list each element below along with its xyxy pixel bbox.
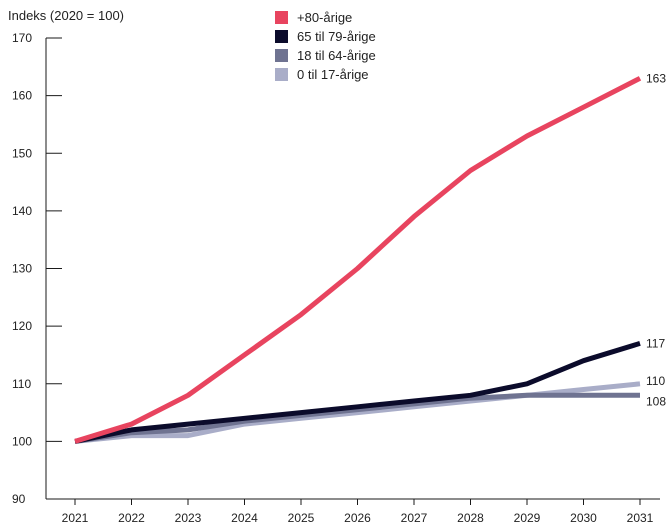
series-end-label: 108 — [646, 394, 666, 408]
y-tick-label: 110 — [12, 377, 31, 391]
series-end-label: 117 — [646, 336, 665, 350]
legend-swatch-65-79 — [275, 30, 288, 43]
x-tick-label: 2029 — [514, 511, 541, 525]
series-end-label: 110 — [646, 374, 665, 388]
x-tick-label: 2031 — [627, 511, 654, 525]
x-tick-label: 2021 — [62, 511, 89, 525]
legend-item-0-17: 0 til 17-årige — [275, 65, 376, 84]
series-lines — [74, 76, 642, 444]
series-line-2 — [74, 392, 640, 444]
x-tick-label: 2028 — [457, 511, 484, 525]
legend-label-65-79: 65 til 79-årige — [297, 29, 376, 44]
y-tick-label: 160 — [12, 89, 32, 103]
y-tick-label: 90 — [12, 492, 26, 506]
end-labels: 163 117 108 110 — [646, 71, 666, 408]
legend-label-80-plus: +80-årige — [297, 10, 353, 25]
y-tick-label: 150 — [12, 146, 32, 160]
series-line-0 — [74, 76, 642, 444]
y-tick-label: 140 — [12, 204, 32, 218]
y-tick-label: 130 — [12, 262, 32, 276]
x-tick-label: 2024 — [231, 511, 258, 525]
x-tick-label: 2027 — [401, 511, 428, 525]
x-tick-label: 2026 — [344, 511, 371, 525]
x-tick-label: 2030 — [570, 511, 597, 525]
legend-swatch-0-17 — [275, 68, 288, 81]
series-end-label: 163 — [646, 71, 666, 85]
legend-label-18-64: 18 til 64-årige — [297, 48, 376, 63]
axes: 90 100 110 120 130 140 150 160 170 2021 2022 2023 20… — [12, 31, 660, 525]
legend-item-80-plus: +80-årige — [275, 8, 376, 27]
y-tick-label: 170 — [12, 31, 32, 45]
x-tick-label: 2025 — [288, 511, 315, 525]
series-line-1 — [74, 341, 641, 444]
y-tick-label: 100 — [12, 434, 32, 448]
y-axis-title: Indeks (2020 = 100) — [8, 8, 124, 23]
x-tick-label: 2023 — [175, 511, 202, 525]
legend-label-0-17: 0 til 17-årige — [297, 67, 369, 82]
legend: +80-årige 65 til 79-årige 18 til 64-årig… — [275, 8, 376, 84]
legend-swatch-80-plus — [275, 11, 288, 24]
y-tick-label: 120 — [12, 319, 32, 333]
legend-item-18-64: 18 til 64-årige — [275, 46, 376, 65]
legend-swatch-18-64 — [275, 49, 288, 62]
x-tick-label: 2022 — [118, 511, 145, 525]
legend-item-65-79: 65 til 79-årige — [275, 27, 376, 46]
